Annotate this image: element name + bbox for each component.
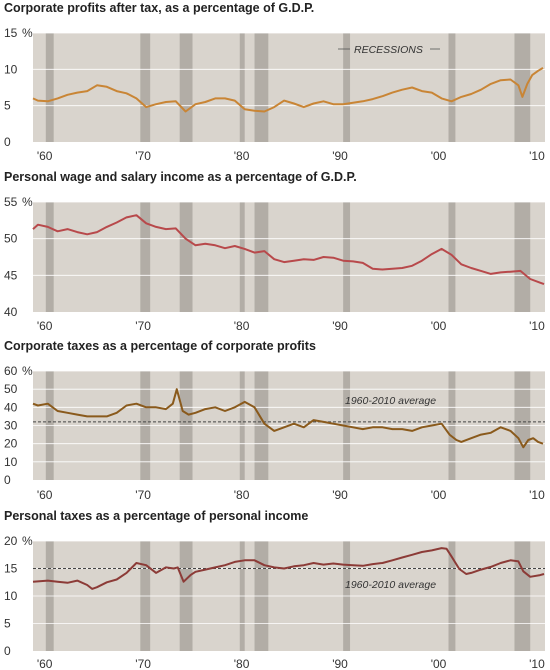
x-tick-label: '90 <box>332 319 348 333</box>
recession-band <box>254 202 269 312</box>
y-tick-label: 40 <box>4 305 18 319</box>
x-tick-label: '70 <box>135 149 151 163</box>
chart-title: Personal taxes as a percentage of person… <box>4 509 308 523</box>
y-tick-label: 0 <box>4 135 11 149</box>
y-tick-label: 10 <box>4 62 18 76</box>
y-unit-label: % <box>22 534 33 548</box>
y-tick-label: 5 <box>4 99 11 113</box>
recession-band <box>179 33 193 142</box>
recession-band <box>239 33 245 142</box>
x-tick-label: '00 <box>431 149 447 163</box>
recession-band <box>179 202 193 312</box>
series-line <box>32 214 545 286</box>
x-tick-label: '60 <box>37 657 53 670</box>
x-tick-label: '90 <box>332 149 348 163</box>
recession-band <box>45 33 54 142</box>
x-tick-label: '10 <box>529 319 545 333</box>
recession-band <box>343 33 351 142</box>
recessions-annotation: RECESSIONS <box>354 44 423 56</box>
y-tick-label: 40 <box>4 400 18 414</box>
y-tick-label: 0 <box>4 473 11 487</box>
recession-band <box>254 33 269 142</box>
y-tick-label: 60 <box>4 364 18 378</box>
x-tick-label: '80 <box>234 488 250 502</box>
chart-panel-1: Corporate profits after tax, as a percen… <box>4 1 545 163</box>
recession-band <box>140 33 151 142</box>
chart-panel-2: Personal wage and salary income as a per… <box>4 170 545 333</box>
x-tick-label: '90 <box>332 488 348 502</box>
y-tick-label: 10 <box>4 455 18 469</box>
recession-band <box>45 202 54 312</box>
x-tick-label: '60 <box>37 149 53 163</box>
y-tick-label: 50 <box>4 382 18 396</box>
x-tick-label: '10 <box>529 657 545 670</box>
chart-title: Corporate profits after tax, as a percen… <box>4 1 314 15</box>
x-tick-label: '10 <box>529 488 545 502</box>
y-unit-label: % <box>22 26 33 40</box>
series-line <box>32 547 545 590</box>
x-tick-label: '70 <box>135 657 151 670</box>
y-tick-label: 10 <box>4 589 18 603</box>
y-tick-label: 20 <box>4 437 18 451</box>
recession-band <box>140 202 151 312</box>
recession-band <box>239 202 245 312</box>
y-tick-label: 55 <box>4 195 18 209</box>
x-tick-label: '00 <box>431 319 447 333</box>
x-tick-label: '80 <box>234 657 250 670</box>
y-tick-label: 15 <box>4 26 18 40</box>
chart-title: Personal wage and salary income as a per… <box>4 170 357 184</box>
x-tick-label: '60 <box>37 488 53 502</box>
y-tick-label: 45 <box>4 268 18 282</box>
x-tick-label: '80 <box>234 319 250 333</box>
y-tick-label: 5 <box>4 617 11 631</box>
y-unit-label: % <box>22 364 33 378</box>
average-annotation: 1960-2010 average <box>345 395 436 407</box>
recession-band <box>514 33 531 142</box>
x-tick-label: '70 <box>135 319 151 333</box>
y-tick-label: 20 <box>4 534 18 548</box>
recession-band <box>343 202 351 312</box>
x-tick-label: '80 <box>234 149 250 163</box>
average-annotation: 1960-2010 average <box>345 579 436 591</box>
x-tick-label: '90 <box>332 657 348 670</box>
recession-band <box>448 33 456 142</box>
plot-area <box>33 33 545 142</box>
chart-title: Corporate taxes as a percentage of corpo… <box>4 339 316 353</box>
x-tick-label: '10 <box>529 149 545 163</box>
y-unit-label: % <box>22 195 33 209</box>
y-tick-label: 0 <box>4 644 11 658</box>
x-tick-label: '70 <box>135 488 151 502</box>
series-line <box>32 388 544 449</box>
plot-area <box>33 202 545 312</box>
recession-band <box>514 202 531 312</box>
y-tick-label: 30 <box>4 419 18 433</box>
x-tick-label: '60 <box>37 319 53 333</box>
recession-band <box>448 202 456 312</box>
chart-panel-4: Personal taxes as a percentage of person… <box>4 509 545 670</box>
x-tick-label: '00 <box>431 657 447 670</box>
chart-panel-3: Corporate taxes as a percentage of corpo… <box>4 339 545 502</box>
series-line <box>32 67 544 113</box>
x-tick-label: '00 <box>431 488 447 502</box>
y-tick-label: 50 <box>4 232 18 246</box>
y-tick-label: 15 <box>4 562 18 576</box>
